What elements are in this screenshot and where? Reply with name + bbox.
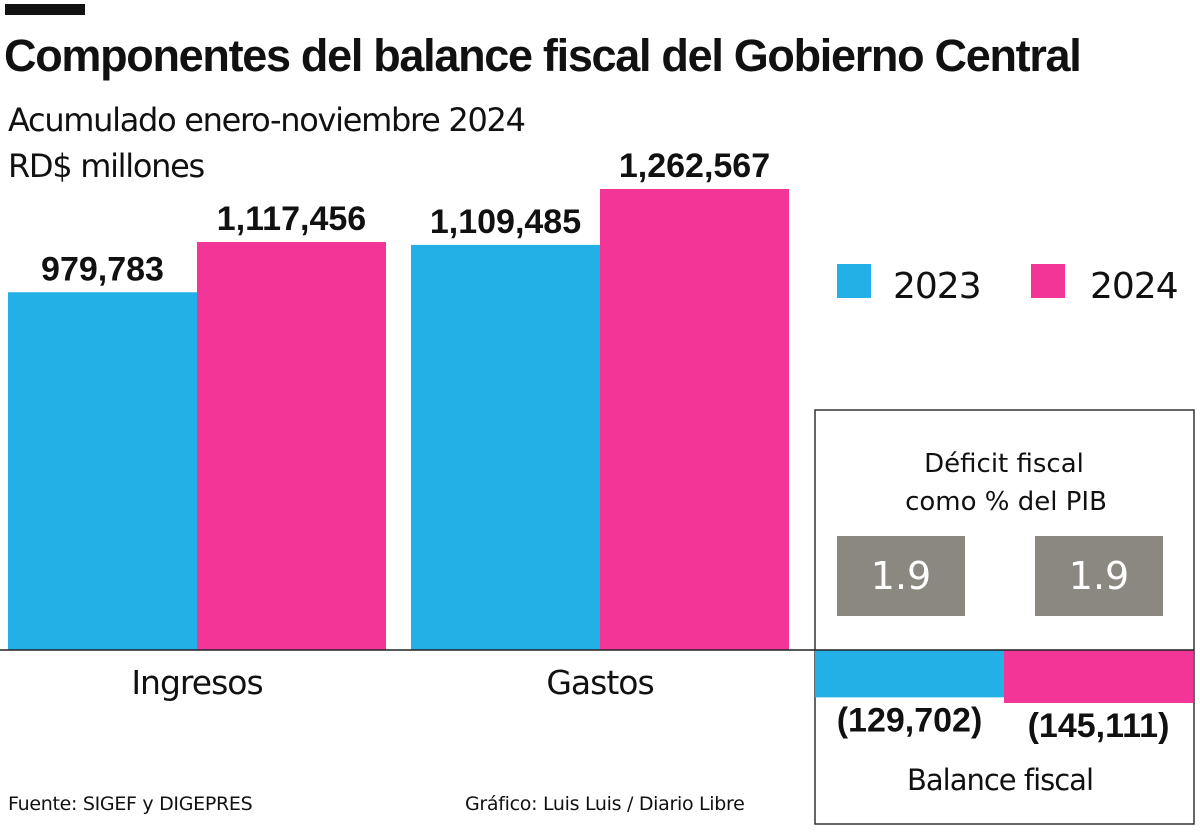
legend-swatch-2024 xyxy=(1031,264,1065,298)
deficit-pib-box-2023 xyxy=(837,536,965,616)
source-note: Fuente: SIGEF y DIGEPRES xyxy=(8,793,253,815)
bar-gastos-2024 xyxy=(600,189,789,650)
category-label-balance: Balance fiscal xyxy=(907,763,1093,797)
chart-subtitle: Acumulado enero-noviembre 2024 xyxy=(8,101,526,139)
unit-label: RD$ millones xyxy=(8,147,205,185)
data-label-balance-2024: (145,111) xyxy=(1028,707,1170,745)
bar-gastos-2023 xyxy=(411,244,600,650)
bar-balance-2023 xyxy=(815,650,1004,698)
bar-balance-2024 xyxy=(1004,650,1193,703)
data-label-ingresos-2024: 1,117,456 xyxy=(217,200,366,238)
balance-panel-border xyxy=(814,409,1195,825)
legend-label-2024: 2024 xyxy=(1090,266,1178,307)
credit-note: Gráfico: Luis Luis / Diario Libre xyxy=(465,793,745,815)
top-accent-bar xyxy=(5,4,85,15)
category-label-gastos: Gastos xyxy=(546,663,653,702)
deficit-pib-value-2024: 1.9 xyxy=(1069,554,1129,598)
bar-ingresos-2024 xyxy=(197,241,386,650)
data-label-gastos-2023: 1,109,485 xyxy=(430,203,581,241)
data-label-gastos-2024: 1,262,567 xyxy=(619,147,770,185)
deficit-pib-box-2024 xyxy=(1035,536,1163,616)
data-label-balance-2023: (129,702) xyxy=(837,701,983,739)
legend-swatch-2023 xyxy=(837,264,871,298)
deficit-title-line1: Déficit fiscal xyxy=(924,449,1084,479)
category-label-ingresos: Ingresos xyxy=(131,663,262,702)
deficit-pib-value-2023: 1.9 xyxy=(871,554,931,598)
legend-label-2023: 2023 xyxy=(893,266,981,307)
deficit-title-line2: como % del PIB xyxy=(905,487,1107,517)
chart-title: Componentes del balance fiscal del Gobie… xyxy=(4,30,1082,81)
bar-ingresos-2023 xyxy=(8,292,197,650)
data-label-ingresos-2023: 979,783 xyxy=(41,250,164,288)
